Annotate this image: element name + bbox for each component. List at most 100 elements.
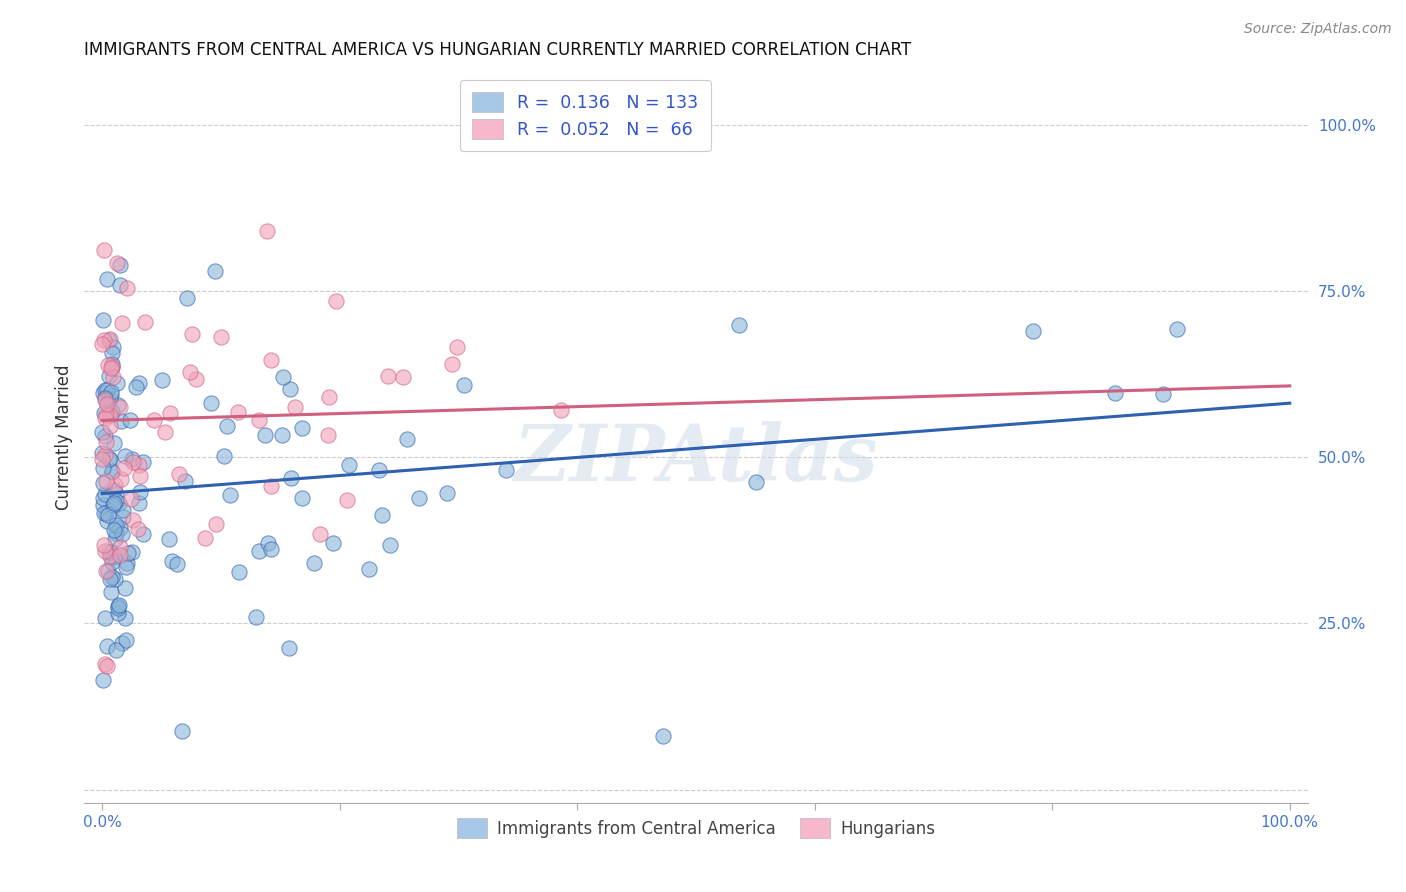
- Point: [91, 475, 114, 490]
- Point: [91, 336, 114, 351]
- Point: [111, 510, 134, 524]
- Point: [316, 428, 339, 442]
- Point: [100, 585, 122, 599]
- Point: [408, 491, 430, 506]
- Point: [93, 538, 115, 552]
- Point: [280, 471, 302, 485]
- Point: [93, 244, 115, 258]
- Point: [91, 673, 114, 687]
- Point: [318, 390, 340, 404]
- Point: [166, 558, 188, 572]
- Point: [114, 611, 136, 625]
- Point: [186, 371, 208, 385]
- Point: [105, 255, 128, 269]
- Point: [100, 388, 122, 402]
- Point: [107, 601, 129, 615]
- Point: [209, 330, 232, 344]
- Point: [273, 370, 295, 384]
- Point: [441, 358, 464, 372]
- Point: [325, 293, 347, 308]
- Point: [94, 474, 117, 488]
- Text: IMMIGRANTS FROM CENTRAL AMERICA VS HUNGARIAN CURRENTLY MARRIED CORRELATION CHART: IMMIGRANTS FROM CENTRAL AMERICA VS HUNGA…: [84, 41, 911, 59]
- Point: [247, 413, 270, 427]
- Point: [96, 640, 118, 654]
- Point: [550, 403, 572, 417]
- Point: [254, 428, 277, 442]
- Point: [105, 518, 128, 533]
- Point: [91, 425, 114, 439]
- Point: [259, 479, 281, 493]
- Point: [322, 536, 344, 550]
- Point: [117, 546, 139, 560]
- Point: [134, 315, 156, 329]
- Point: [91, 498, 114, 512]
- Point: [100, 555, 122, 569]
- Point: [100, 570, 122, 584]
- Point: [94, 506, 117, 520]
- Point: [101, 370, 124, 384]
- Point: [260, 541, 283, 556]
- Point: [291, 421, 314, 435]
- Point: [103, 549, 125, 564]
- Point: [278, 641, 301, 656]
- Point: [105, 526, 128, 541]
- Point: [115, 281, 138, 295]
- Point: [396, 432, 419, 446]
- Point: [453, 378, 475, 392]
- Point: [98, 572, 121, 586]
- Point: [436, 485, 458, 500]
- Point: [96, 383, 118, 397]
- Point: [104, 494, 127, 508]
- Point: [118, 413, 141, 427]
- Point: [377, 368, 399, 383]
- Point: [652, 729, 675, 743]
- Point: [97, 451, 120, 466]
- Point: [247, 543, 270, 558]
- Point: [302, 556, 325, 570]
- Point: [108, 549, 131, 563]
- Point: [105, 643, 128, 657]
- Point: [446, 340, 468, 354]
- Point: [96, 272, 118, 286]
- Point: [103, 532, 125, 546]
- Point: [131, 455, 153, 469]
- Point: [159, 533, 181, 547]
- Point: [110, 316, 132, 330]
- Point: [94, 434, 117, 449]
- Point: [100, 463, 122, 477]
- Point: [97, 564, 120, 578]
- Point: [98, 332, 121, 346]
- Point: [194, 531, 217, 545]
- Point: [121, 545, 143, 559]
- Point: [94, 611, 117, 625]
- Point: [108, 400, 131, 414]
- Point: [128, 468, 150, 483]
- Text: Source: ZipAtlas.com: Source: ZipAtlas.com: [1244, 22, 1392, 37]
- Point: [103, 483, 125, 498]
- Point: [219, 487, 242, 501]
- Point: [215, 418, 238, 433]
- Point: [91, 386, 114, 401]
- Point: [101, 466, 124, 480]
- Point: [93, 506, 115, 520]
- Point: [128, 485, 150, 500]
- Point: [110, 540, 132, 554]
- Point: [97, 545, 120, 559]
- Point: [94, 410, 117, 425]
- Point: [94, 544, 117, 558]
- Point: [101, 360, 124, 375]
- Point: [115, 556, 138, 570]
- Point: [128, 376, 150, 390]
- Point: [104, 549, 127, 564]
- Point: [371, 508, 394, 522]
- Point: [367, 462, 389, 476]
- Point: [91, 446, 114, 460]
- Point: [745, 475, 768, 489]
- Point: [97, 333, 120, 347]
- Point: [132, 527, 155, 541]
- Point: [91, 461, 114, 475]
- Point: [98, 369, 121, 384]
- Point: [100, 384, 122, 399]
- Point: [127, 522, 149, 536]
- Point: [98, 452, 121, 467]
